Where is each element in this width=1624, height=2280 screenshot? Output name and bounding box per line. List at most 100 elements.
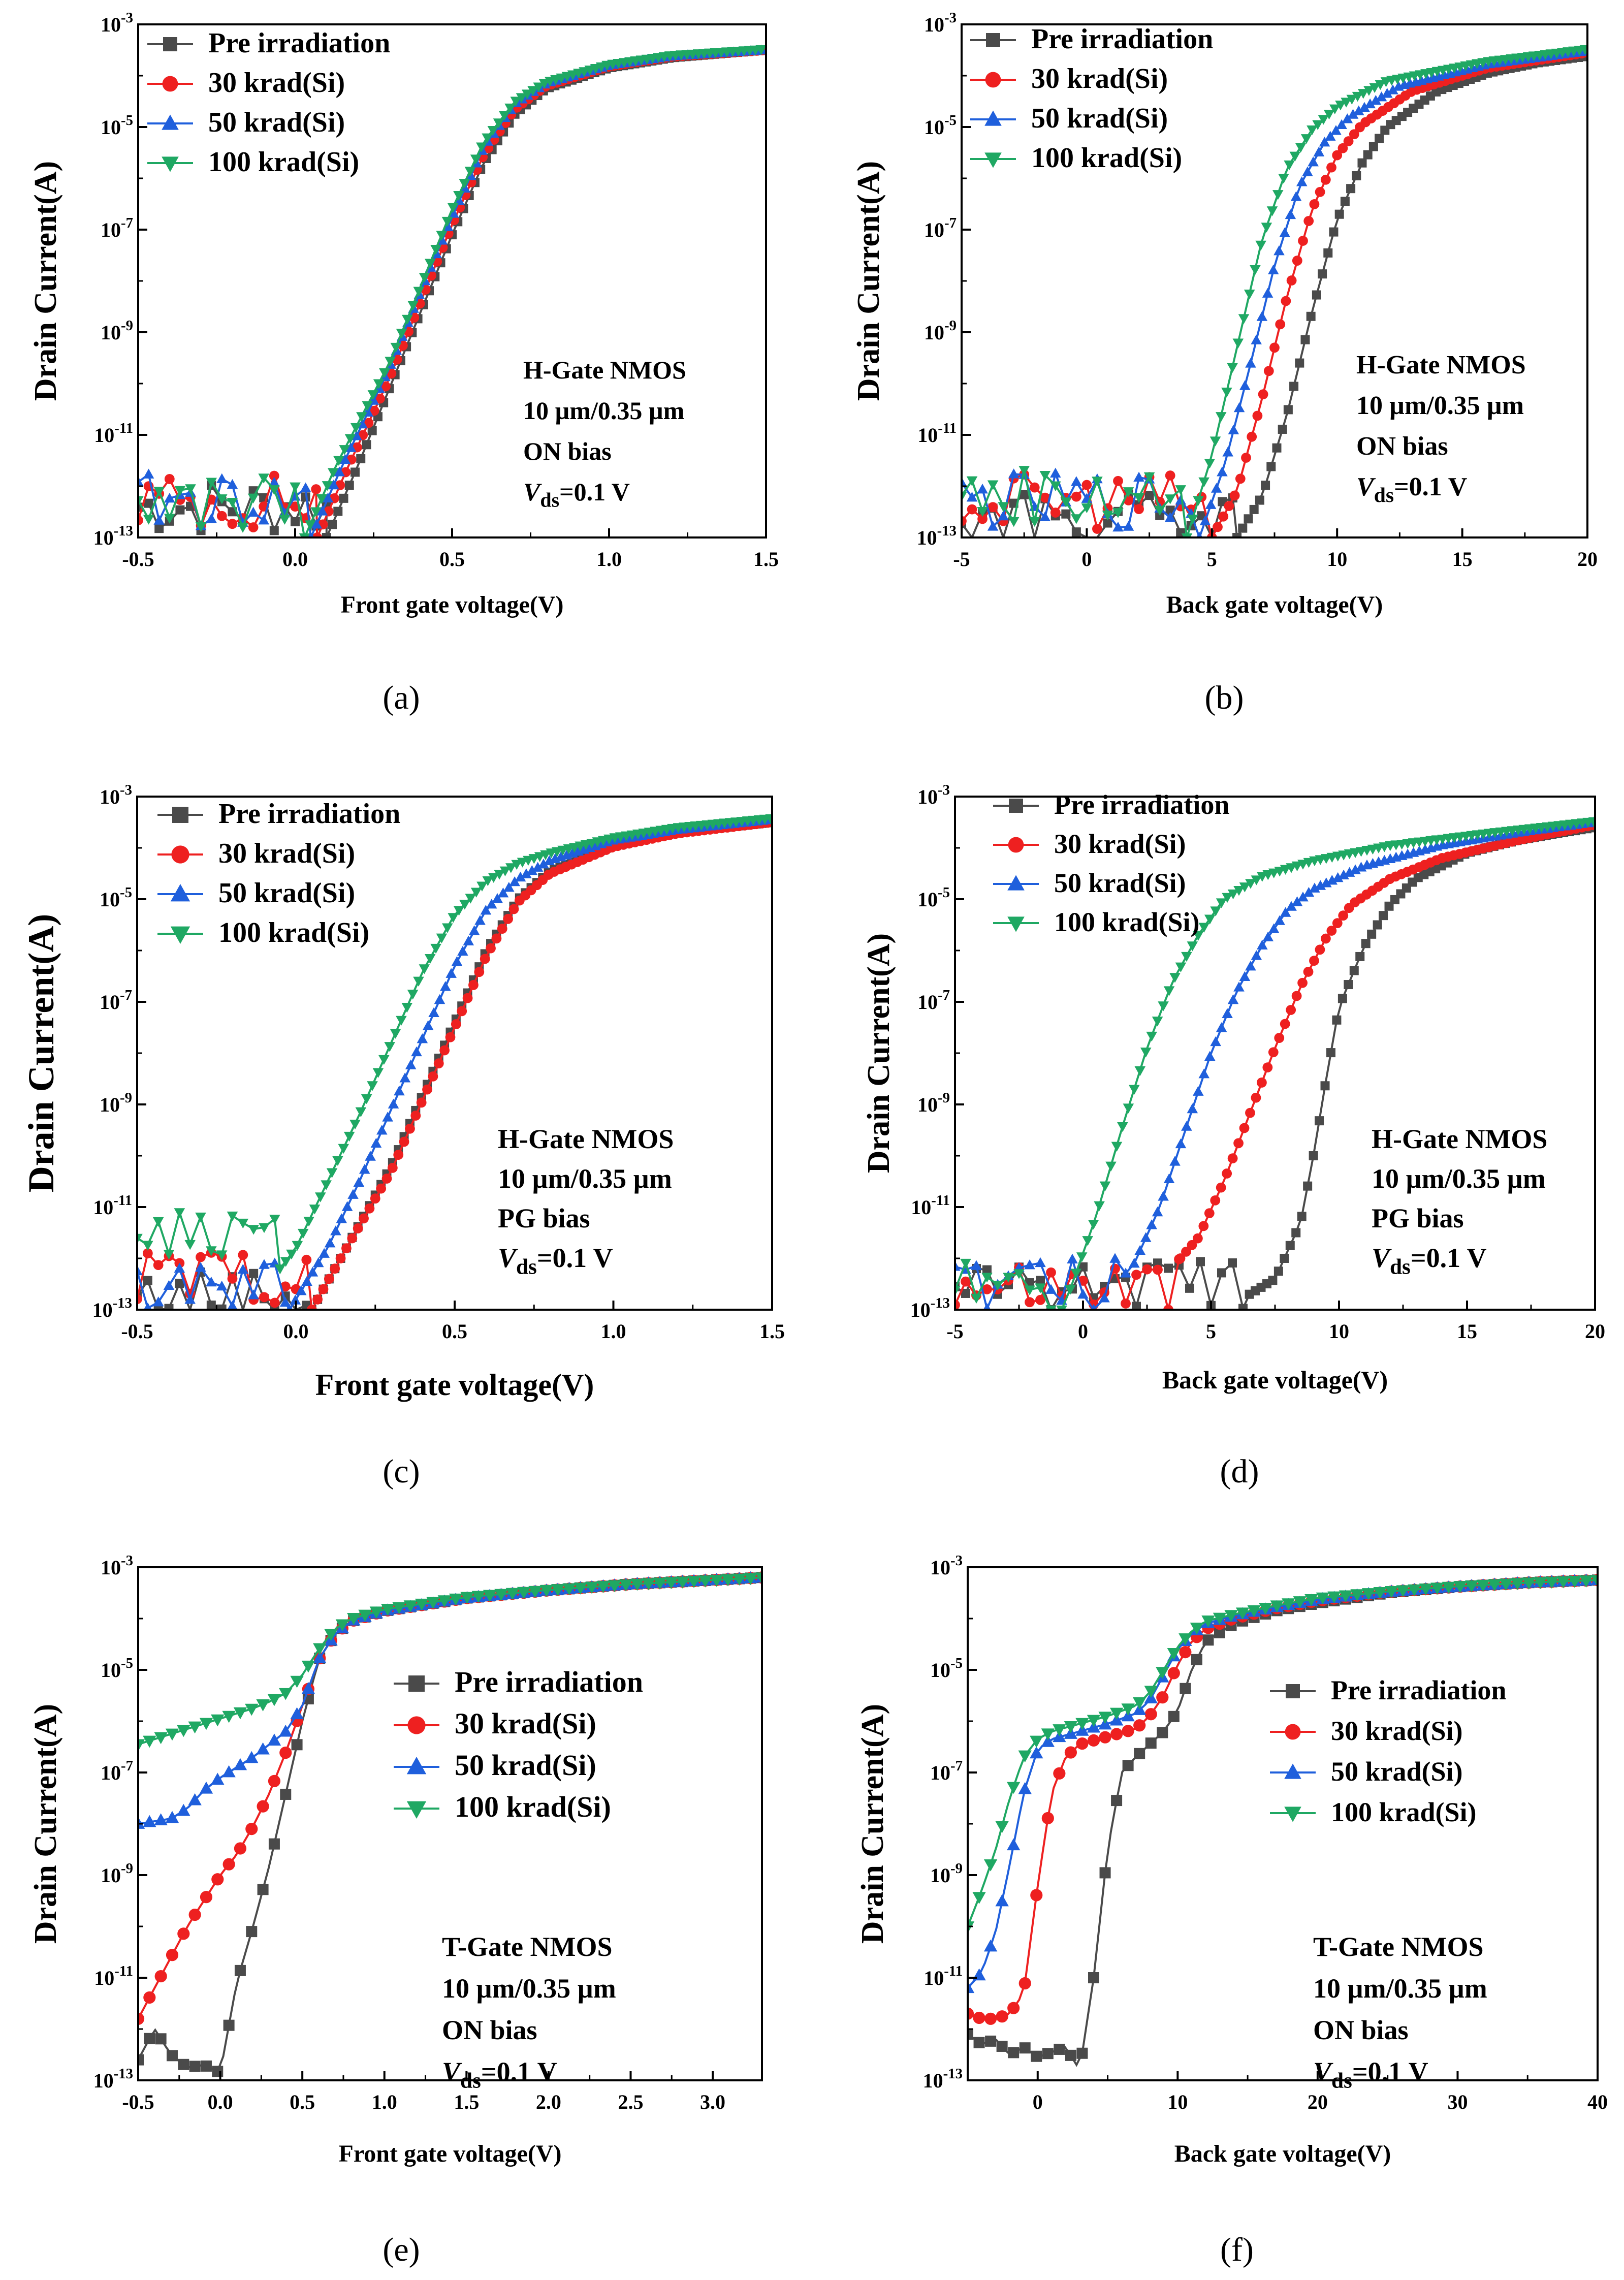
data-point bbox=[1129, 1257, 1140, 1268]
data-point bbox=[324, 1274, 334, 1284]
legend-entry: 50 krad(Si) bbox=[157, 877, 355, 909]
device-annotation: T-Gate NMOS 10 µm/0.35 µm ON bias Vds=0.1 V bbox=[442, 1931, 616, 2093]
data-point bbox=[195, 1262, 206, 1272]
data-point bbox=[1375, 80, 1386, 90]
data-point bbox=[1323, 248, 1333, 258]
data-point bbox=[1556, 1576, 1570, 1589]
data-point bbox=[217, 1304, 227, 1310]
data-point bbox=[216, 473, 228, 483]
data-point bbox=[362, 440, 371, 450]
legend: Pre irradiation 30 krad(Si) 50 krad(Si) 100… bbox=[147, 27, 390, 178]
data-point bbox=[527, 86, 538, 96]
data-point bbox=[1152, 1206, 1163, 1217]
data-point bbox=[358, 1609, 372, 1622]
data-point bbox=[350, 467, 360, 477]
data-point bbox=[457, 945, 468, 956]
data-point bbox=[1216, 1182, 1226, 1193]
x-tick-label: 40 bbox=[1587, 2091, 1608, 2113]
data-point bbox=[1453, 1581, 1467, 1593]
data-point bbox=[206, 494, 217, 505]
legend-marker bbox=[170, 884, 190, 902]
data-point bbox=[328, 520, 337, 529]
data-point bbox=[1255, 240, 1266, 251]
data-point bbox=[1133, 493, 1144, 503]
data-point bbox=[415, 1598, 429, 1611]
data-point bbox=[1330, 125, 1342, 135]
data-point bbox=[1370, 94, 1382, 105]
data-point bbox=[1133, 1719, 1146, 1732]
data-point bbox=[137, 1265, 143, 1276]
data-point bbox=[1352, 171, 1361, 180]
series-f-k50 bbox=[968, 1573, 1598, 1993]
data-point bbox=[1273, 1266, 1283, 1276]
legend-entry: 100 krad(Si) bbox=[970, 142, 1182, 174]
data-point bbox=[138, 1817, 145, 1829]
data-point bbox=[216, 511, 227, 521]
data-point bbox=[445, 1032, 456, 1042]
y-tick-label: 10-5 bbox=[930, 1655, 963, 1682]
data-point bbox=[1267, 264, 1279, 274]
data-point bbox=[508, 904, 519, 914]
data-point bbox=[403, 1600, 418, 1612]
data-point bbox=[528, 1586, 542, 1598]
data-point bbox=[1210, 1036, 1221, 1047]
data-point bbox=[257, 1884, 269, 1895]
data-point bbox=[417, 1033, 428, 1043]
bias-condition: ON bias bbox=[523, 437, 612, 465]
data-point bbox=[227, 497, 238, 508]
legend-entry: 30 krad(Si) bbox=[394, 1707, 596, 1740]
data-point bbox=[1076, 1252, 1088, 1262]
data-point bbox=[312, 1294, 323, 1305]
data-point bbox=[411, 1046, 422, 1057]
data-point bbox=[510, 97, 522, 107]
data-point bbox=[1357, 158, 1367, 168]
data-point bbox=[1387, 84, 1398, 94]
data-point bbox=[1275, 319, 1286, 330]
data-point bbox=[1165, 470, 1175, 481]
data-point bbox=[1373, 920, 1382, 930]
axes-frame bbox=[136, 796, 773, 1311]
vds-condition: Vds=0.1 V bbox=[523, 478, 630, 512]
device-size: 10 µm/0.35 µm bbox=[442, 1973, 616, 2004]
data-point bbox=[1122, 1725, 1134, 1737]
series-a-k100 bbox=[138, 45, 766, 537]
legend-entry: 100 krad(Si) bbox=[157, 917, 369, 948]
x-tick-label: -5 bbox=[946, 1320, 963, 1343]
data-point bbox=[1224, 1610, 1238, 1622]
data-point bbox=[968, 1981, 975, 1993]
data-point bbox=[1029, 517, 1040, 527]
data-point bbox=[1008, 468, 1020, 479]
data-point bbox=[394, 1085, 405, 1096]
data-point bbox=[533, 82, 545, 92]
data-point bbox=[1144, 1708, 1157, 1721]
data-point bbox=[345, 442, 357, 452]
data-point bbox=[1379, 911, 1388, 921]
y-tick-label: 10-7 bbox=[917, 987, 950, 1014]
data-point bbox=[177, 1725, 190, 1737]
y-axis-title: Drain Current(A) bbox=[28, 161, 63, 401]
data-point bbox=[291, 517, 300, 526]
data-point bbox=[1352, 91, 1363, 102]
data-point bbox=[1092, 477, 1103, 487]
data-point bbox=[982, 1265, 992, 1275]
data-point bbox=[1329, 227, 1339, 237]
y-tick-label: 10-13 bbox=[93, 523, 133, 549]
data-point bbox=[1099, 1731, 1111, 1744]
legend-marker bbox=[1286, 1684, 1300, 1698]
x-tick-label: 30 bbox=[1447, 2091, 1468, 2113]
data-point bbox=[1213, 1612, 1227, 1625]
data-point bbox=[227, 479, 238, 489]
data-point bbox=[1035, 1283, 1046, 1293]
y-tick-label: 10-7 bbox=[930, 1758, 963, 1784]
x-tick-label: 0 bbox=[1081, 548, 1092, 571]
data-point bbox=[143, 1302, 152, 1310]
data-point bbox=[1216, 898, 1227, 908]
data-point bbox=[1326, 926, 1337, 936]
data-point bbox=[1132, 1302, 1141, 1310]
data-point bbox=[1335, 101, 1346, 111]
data-point bbox=[1111, 1142, 1123, 1152]
data-point bbox=[143, 1276, 152, 1285]
data-point bbox=[174, 1262, 185, 1273]
data-point bbox=[269, 1297, 280, 1308]
data-point bbox=[344, 434, 356, 444]
